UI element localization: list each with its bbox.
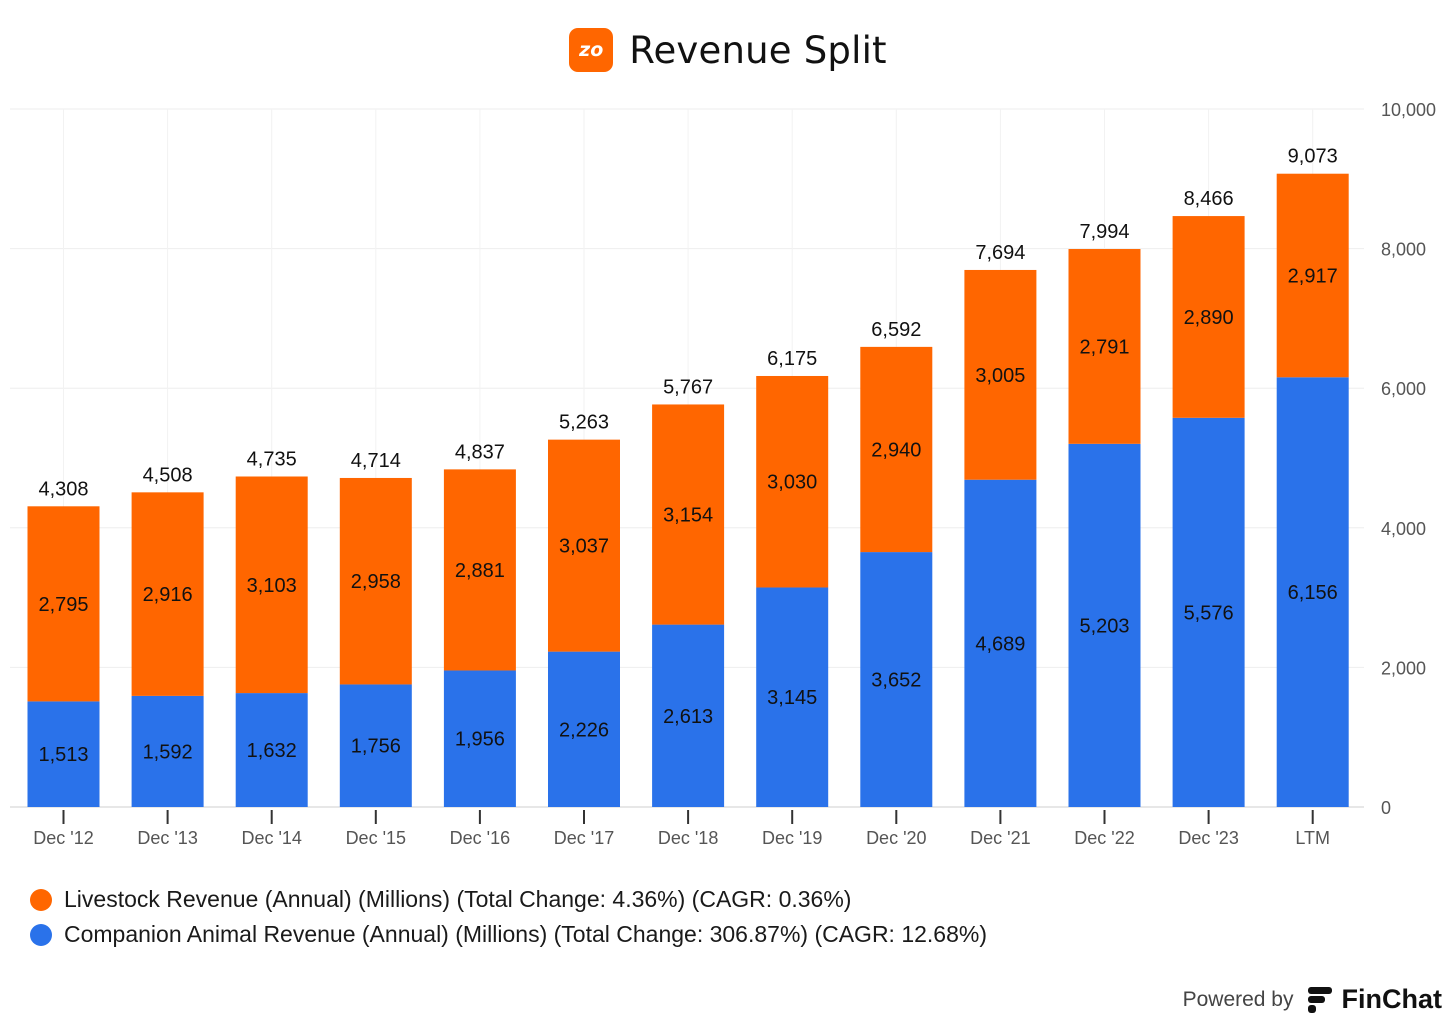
data-label-total: 5,767 [663, 376, 713, 398]
data-label-livestock: 2,795 [38, 594, 88, 616]
footer-attribution: Powered by FinChat [1183, 984, 1442, 1015]
data-label-livestock: 2,881 [455, 560, 505, 582]
legend-swatch-livestock [30, 889, 52, 911]
data-label-livestock: 2,958 [351, 571, 401, 593]
data-label-total: 7,994 [1079, 221, 1129, 243]
data-label-total: 8,466 [1184, 188, 1234, 210]
data-label-companion-animal: 1,632 [247, 740, 297, 762]
y-tick-label: 6,000 [1381, 379, 1426, 399]
x-tick-label: Dec '23 [1178, 828, 1238, 848]
data-label-companion-animal: 3,652 [871, 670, 921, 692]
data-label-companion-animal: 2,613 [663, 706, 713, 728]
data-label-total: 4,308 [38, 478, 88, 500]
stacked-bar-chart: 0 2,000 4,000 6,000 8,000 10,000 1,513 2,795 4,3… [0, 0, 1456, 880]
data-label-companion-animal: 2,226 [559, 719, 609, 741]
x-tick-label: Dec '18 [658, 828, 718, 848]
x-tick-label: Dec '21 [970, 828, 1030, 848]
chart-legend: Livestock Revenue (Annual) (Millions) (T… [30, 882, 987, 952]
data-label-livestock: 3,037 [559, 536, 609, 558]
data-label-livestock: 2,791 [1079, 336, 1129, 358]
y-tick-label: 4,000 [1381, 519, 1426, 539]
x-tick-label: Dec '14 [241, 828, 301, 848]
data-label-companion-animal: 5,203 [1079, 615, 1129, 637]
data-label-total: 6,592 [871, 319, 921, 341]
x-tick-label: Dec '20 [866, 828, 926, 848]
x-tick-label: Dec '16 [450, 828, 510, 848]
data-label-total: 4,714 [351, 450, 401, 472]
data-label-total: 7,694 [975, 242, 1025, 264]
legend-item-companion[interactable]: Companion Animal Revenue (Annual) (Milli… [30, 917, 987, 952]
data-label-total: 4,735 [247, 448, 297, 470]
x-tick-label: Dec '19 [762, 828, 822, 848]
data-label-total: 5,263 [559, 412, 609, 434]
data-label-companion-animal: 3,145 [767, 687, 817, 709]
data-label-companion-animal: 5,576 [1184, 602, 1234, 624]
legend-label-livestock: Livestock Revenue (Annual) (Millions) (T… [64, 886, 851, 913]
data-label-livestock: 3,005 [975, 365, 1025, 387]
data-label-total: 6,175 [767, 348, 817, 370]
finchat-brand: FinChat [1342, 984, 1443, 1015]
data-label-livestock: 2,940 [871, 439, 921, 461]
y-tick-label: 0 [1381, 798, 1391, 818]
data-label-livestock: 3,154 [663, 505, 713, 527]
legend-label-companion: Companion Animal Revenue (Annual) (Milli… [64, 921, 987, 948]
data-label-total: 4,508 [143, 464, 193, 486]
finchat-logo-icon [1306, 985, 1334, 1015]
data-label-companion-animal: 1,756 [351, 736, 401, 758]
legend-swatch-companion [30, 924, 52, 946]
x-tick-label: Dec '22 [1074, 828, 1134, 848]
data-label-companion-animal: 4,689 [975, 633, 1025, 655]
y-tick-label: 10,000 [1381, 100, 1436, 120]
data-label-livestock: 2,916 [143, 584, 193, 606]
y-tick-label: 2,000 [1381, 658, 1426, 678]
data-label-companion-animal: 1,513 [38, 744, 88, 766]
data-label-total: 4,837 [455, 441, 505, 463]
data-label-livestock: 2,890 [1184, 307, 1234, 329]
powered-by-text: Powered by [1183, 988, 1294, 1012]
data-label-total: 9,073 [1288, 146, 1338, 168]
data-label-livestock: 2,917 [1288, 266, 1338, 288]
x-tick-label: Dec '13 [137, 828, 197, 848]
x-tick-label: LTM [1295, 828, 1330, 848]
data-label-livestock: 3,030 [767, 472, 817, 494]
y-tick-label: 8,000 [1381, 240, 1426, 260]
data-label-companion-animal: 6,156 [1288, 582, 1338, 604]
data-label-companion-animal: 1,592 [143, 741, 193, 763]
data-label-companion-animal: 1,956 [455, 729, 505, 751]
data-label-livestock: 3,103 [247, 575, 297, 597]
legend-item-livestock[interactable]: Livestock Revenue (Annual) (Millions) (T… [30, 882, 987, 917]
x-tick-label: Dec '17 [554, 828, 614, 848]
x-tick-label: Dec '15 [346, 828, 406, 848]
x-tick-label: Dec '12 [33, 828, 93, 848]
